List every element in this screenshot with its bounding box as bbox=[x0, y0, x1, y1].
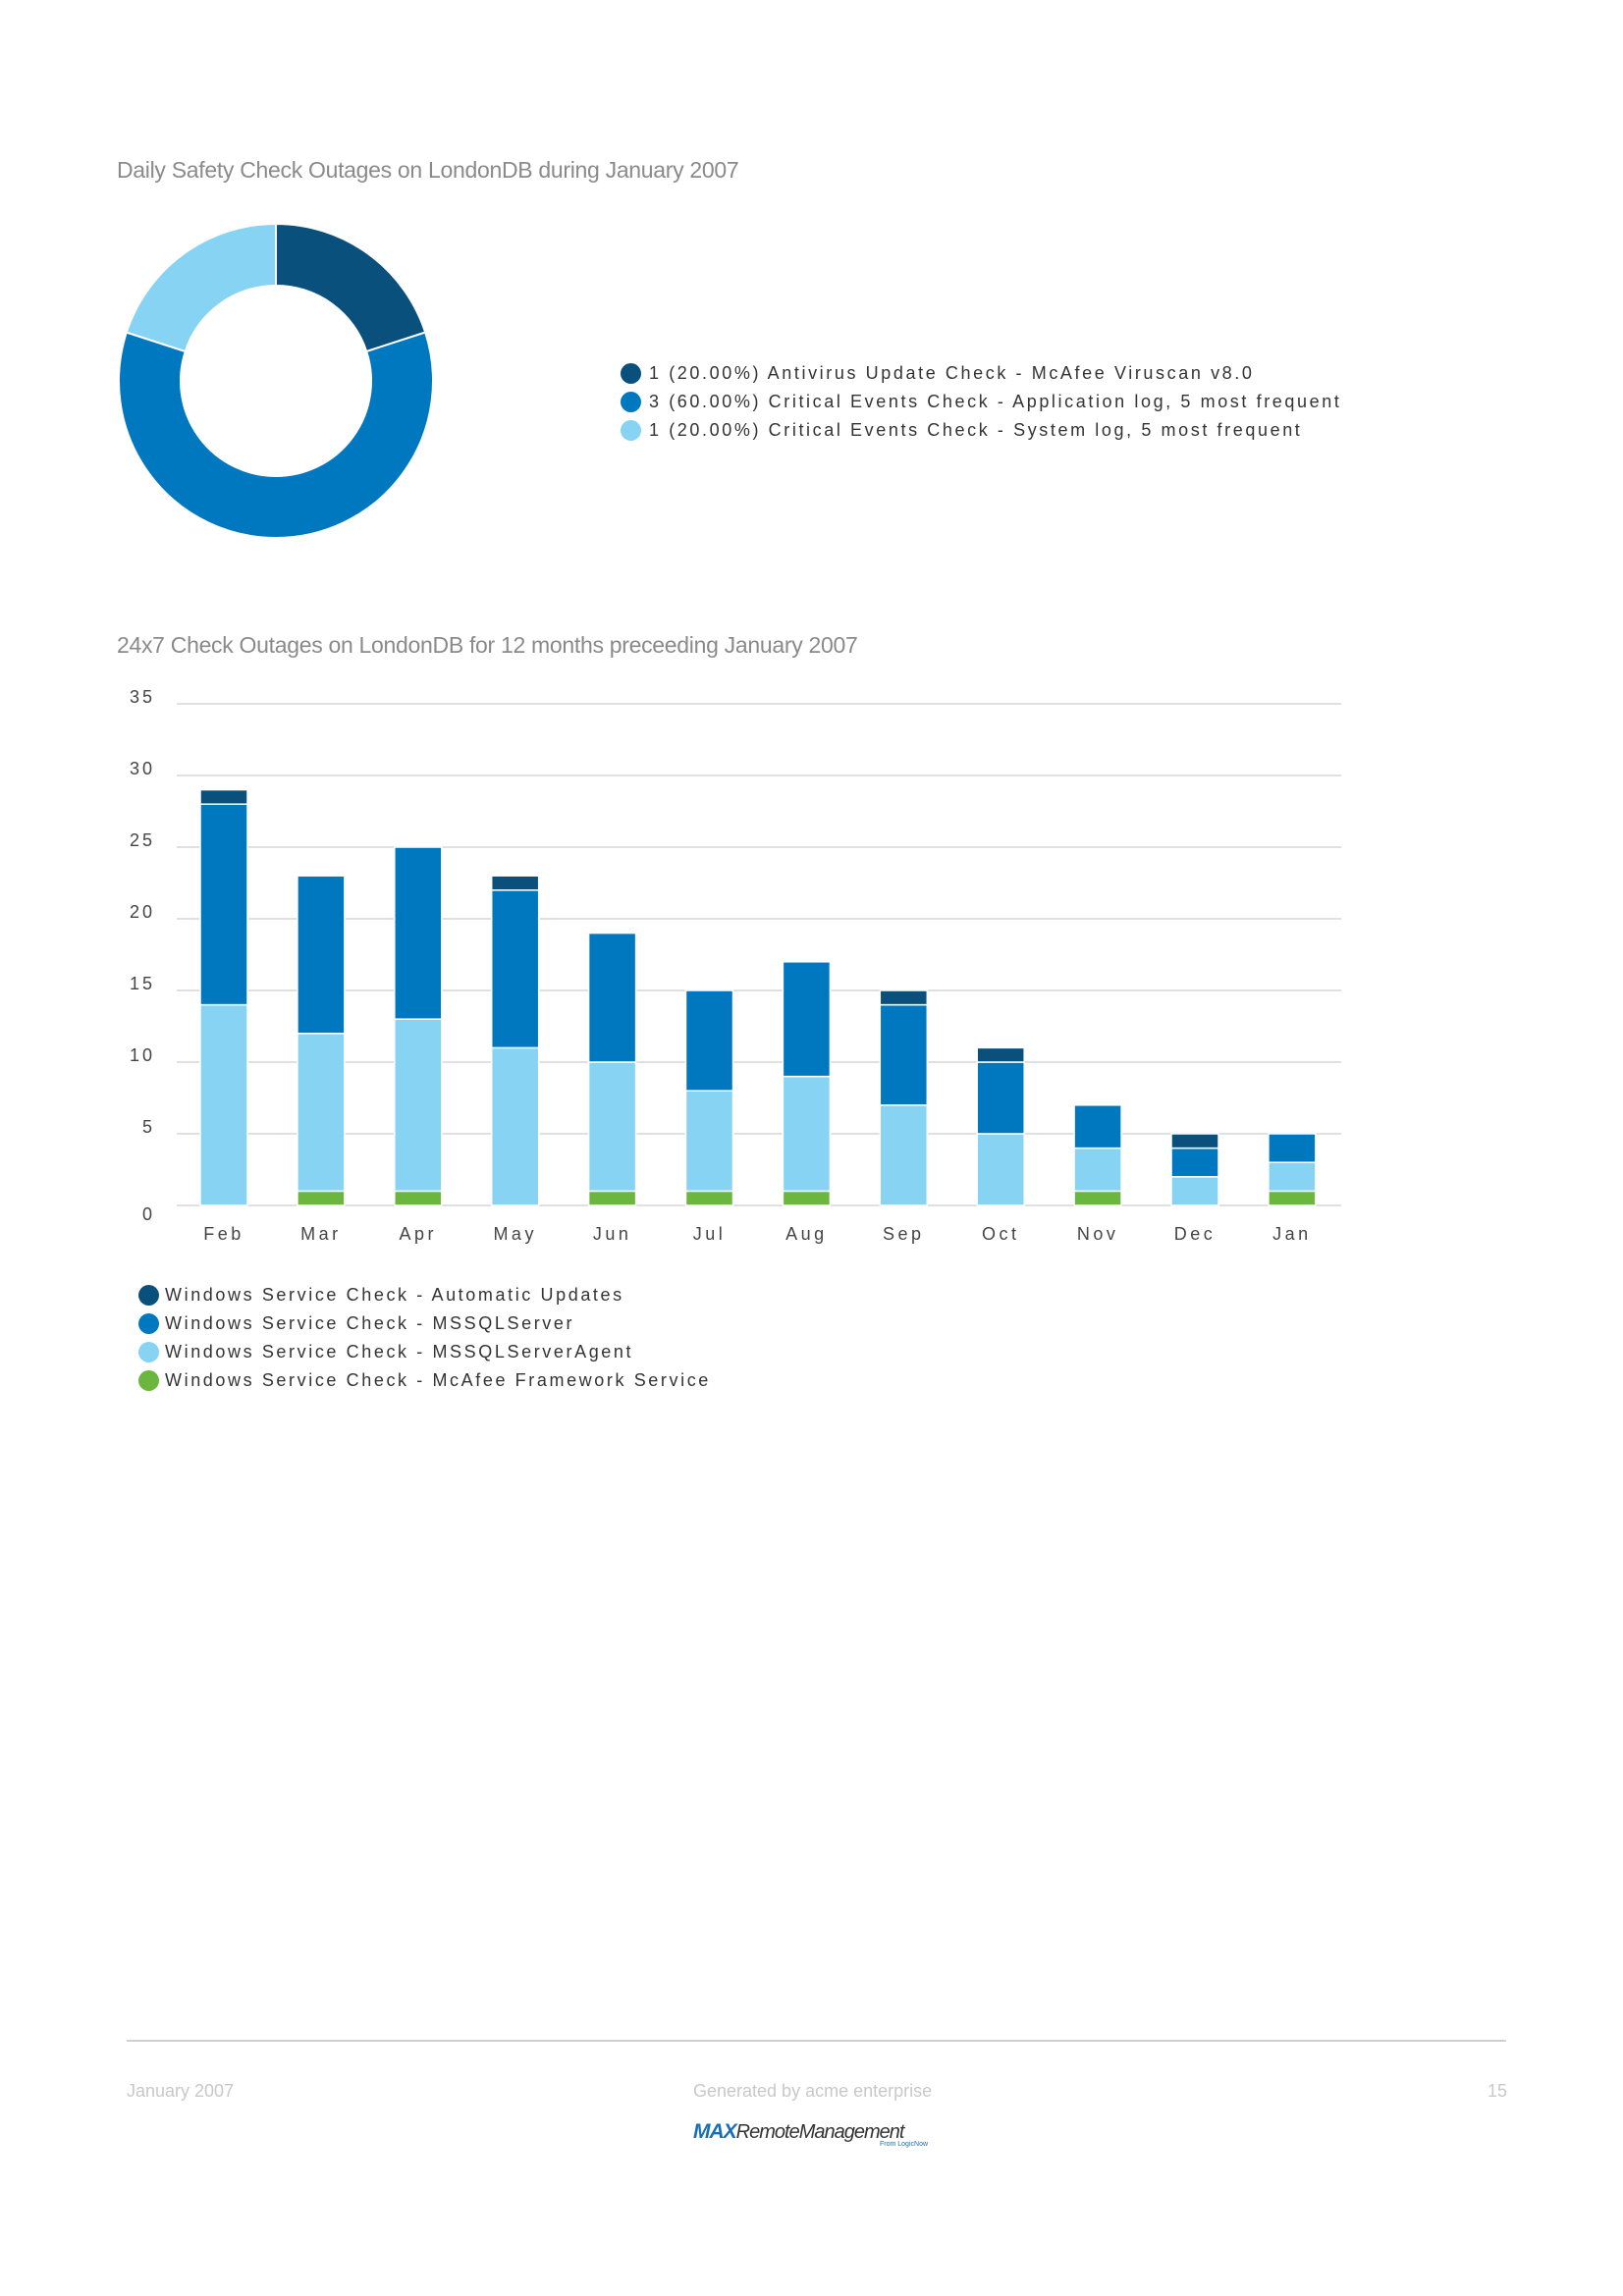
bar-segment bbox=[1073, 1104, 1122, 1149]
legend-item: Windows Service Check - McAfee Framework… bbox=[138, 1366, 711, 1395]
x-tick-label: Mar bbox=[300, 1224, 342, 1244]
bar-segment bbox=[587, 1061, 637, 1193]
y-tick-label: 0 bbox=[142, 1204, 155, 1224]
donut-legend: 1 (20.00%) Antivirus Update Check - McAf… bbox=[621, 359, 1341, 445]
legend-label: Windows Service Check - MSSQLServer bbox=[165, 1313, 575, 1333]
logo-name: RemoteManagement bbox=[735, 2121, 905, 2143]
x-tick-label: Oct bbox=[982, 1224, 1020, 1244]
bar-segment bbox=[684, 989, 734, 1092]
x-tick-label: Nov bbox=[1077, 1224, 1119, 1244]
legend-swatch-icon bbox=[138, 1370, 159, 1391]
y-tick-label: 25 bbox=[130, 830, 155, 850]
bar-segment bbox=[199, 788, 248, 805]
y-tick-label: 15 bbox=[130, 974, 155, 993]
bar-segment bbox=[976, 1133, 1025, 1206]
logo-brand: MAX bbox=[693, 2120, 737, 2143]
donut-slice bbox=[275, 222, 427, 353]
bar-segment bbox=[394, 846, 443, 1020]
bar-segment bbox=[394, 1018, 443, 1193]
legend-label: 3 (60.00%) Critical Events Check - Appli… bbox=[649, 392, 1342, 411]
bar-segment bbox=[297, 875, 346, 1035]
legend-swatch-icon bbox=[138, 1285, 159, 1306]
bar-segment bbox=[297, 1190, 346, 1206]
bar-segment bbox=[199, 1003, 248, 1206]
legend-swatch-icon bbox=[621, 420, 641, 441]
footer-generated: Generated by acme enterprise bbox=[693, 2081, 933, 2101]
x-tick-label: Aug bbox=[785, 1224, 828, 1244]
legend-swatch-icon bbox=[138, 1313, 159, 1334]
bar-segment bbox=[782, 961, 832, 1078]
x-tick-label: Jul bbox=[693, 1224, 727, 1244]
x-tick-label: Apr bbox=[400, 1224, 438, 1244]
bar-segment bbox=[879, 1104, 929, 1206]
x-tick-label: Sep bbox=[883, 1224, 925, 1244]
bar-segment bbox=[1268, 1190, 1317, 1206]
bar-segment bbox=[490, 889, 540, 1049]
legend-label: 1 (20.00%) Antivirus Update Check - McAf… bbox=[649, 363, 1255, 383]
bar-segment bbox=[879, 1003, 929, 1106]
bar-segment bbox=[976, 1061, 1025, 1135]
bar-segment bbox=[587, 932, 637, 1063]
y-tick-label: 35 bbox=[130, 687, 155, 707]
donut-chart-title: Daily Safety Check Outages on LondonDB d… bbox=[117, 157, 739, 183]
legend-item: Windows Service Check - MSSQLServerAgent bbox=[138, 1338, 711, 1366]
footer-divider bbox=[127, 2040, 1506, 2042]
bar-segment bbox=[879, 989, 929, 1006]
legend-item: 1 (20.00%) Antivirus Update Check - McAf… bbox=[621, 359, 1341, 388]
bar-segment bbox=[490, 1046, 540, 1206]
bar-segment bbox=[199, 803, 248, 1006]
y-tick-label: 20 bbox=[130, 902, 155, 922]
y-tick-label: 5 bbox=[142, 1117, 155, 1137]
bar-segment bbox=[782, 1075, 832, 1193]
bar-segment bbox=[1170, 1176, 1219, 1206]
bar-segment bbox=[490, 875, 540, 891]
legend-label: Windows Service Check - MSSQLServerAgent bbox=[165, 1342, 634, 1362]
stacked-bar-chart: 0 5 10 15 20 25 30 35 Feb Mar Apr May Jun Jul Aug Sep Oc… bbox=[130, 687, 1341, 1244]
footer-date: January 2007 bbox=[127, 2081, 235, 2101]
legend-label: 1 (20.00%) Critical Events Check - Syste… bbox=[649, 420, 1303, 440]
max-remote-management-logo: MAXRemoteManagement From LogicNow bbox=[693, 2120, 939, 2148]
bar-segment bbox=[782, 1190, 832, 1206]
donut-chart bbox=[118, 222, 434, 539]
bar-segment bbox=[976, 1046, 1025, 1063]
bar-segment bbox=[587, 1190, 637, 1206]
x-tick-label: Dec bbox=[1174, 1224, 1217, 1244]
bar-segment bbox=[1170, 1133, 1219, 1149]
legend-item: Windows Service Check - Automatic Update… bbox=[138, 1281, 711, 1309]
x-tick-label: Jun bbox=[593, 1224, 632, 1244]
bar-segment bbox=[684, 1090, 734, 1193]
bar-segment bbox=[297, 1033, 346, 1193]
legend-item: 1 (20.00%) Critical Events Check - Syste… bbox=[621, 416, 1341, 445]
donut-slice bbox=[118, 331, 434, 539]
bar-segment bbox=[1170, 1147, 1219, 1178]
logo-tagline: From LogicNow bbox=[880, 2141, 929, 2148]
legend-item: Windows Service Check - MSSQLServer bbox=[138, 1309, 711, 1338]
bar-segment bbox=[684, 1190, 734, 1206]
legend-label: Windows Service Check - McAfee Framework… bbox=[165, 1370, 711, 1390]
x-tick-label: May bbox=[493, 1224, 537, 1244]
legend-swatch-icon bbox=[138, 1342, 159, 1362]
x-tick-label: Feb bbox=[203, 1224, 244, 1244]
footer-page-number: 15 bbox=[1487, 2081, 1507, 2101]
y-tick-label: 10 bbox=[130, 1045, 155, 1065]
bar-segment bbox=[1268, 1161, 1317, 1193]
legend-swatch-icon bbox=[621, 363, 641, 384]
bar-legend: Windows Service Check - Automatic Update… bbox=[138, 1281, 711, 1395]
bar-segment bbox=[1268, 1133, 1317, 1163]
bar-chart-title: 24x7 Check Outages on LondonDB for 12 mo… bbox=[117, 632, 858, 658]
bar-segment bbox=[1073, 1190, 1122, 1206]
y-tick-label: 30 bbox=[130, 759, 155, 778]
legend-item: 3 (60.00%) Critical Events Check - Appli… bbox=[621, 388, 1341, 416]
legend-label: Windows Service Check - Automatic Update… bbox=[165, 1285, 624, 1305]
legend-swatch-icon bbox=[621, 392, 641, 412]
bar-segment bbox=[394, 1190, 443, 1206]
x-tick-label: Jan bbox=[1272, 1224, 1312, 1244]
donut-slice bbox=[125, 222, 277, 353]
bar-segment bbox=[1073, 1147, 1122, 1193]
